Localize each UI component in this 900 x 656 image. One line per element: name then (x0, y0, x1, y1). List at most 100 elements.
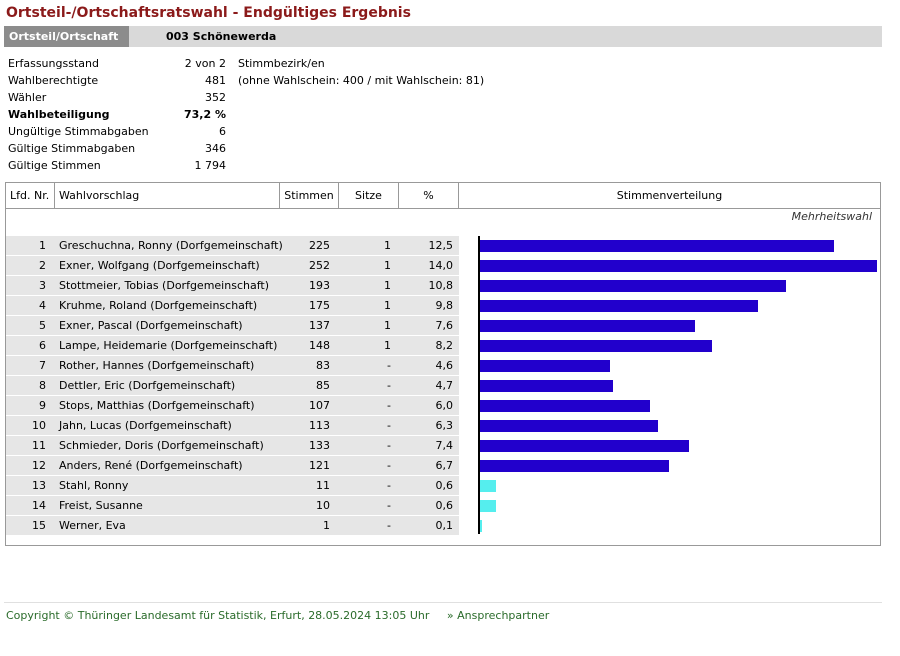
cell-name: Stahl, Ronny (59, 479, 129, 492)
row-background (6, 256, 459, 275)
cell-name: Kruhme, Roland (Dorfgemeinschaft) (59, 299, 258, 312)
cell-pct: 0,6 (435, 479, 454, 492)
row-background (6, 376, 459, 395)
cell-pct: 10,8 (428, 279, 454, 292)
cell-seats: - (387, 439, 391, 452)
cell-name: Werner, Eva (59, 519, 126, 532)
stat-value: 352 (205, 91, 226, 104)
cell-nr: 13 (32, 479, 46, 492)
cell-votes: 107 (309, 399, 330, 412)
cell-seats: 1 (384, 279, 391, 292)
stat-value: 481 (205, 74, 226, 87)
cell-pct: 4,6 (435, 359, 454, 372)
cell-name: Exner, Pascal (Dorfgemeinschaft) (59, 319, 243, 332)
row-background (6, 316, 459, 335)
table-row: 10 Jahn, Lucas (Dorfgemeinschaft) 113 - 6,3 (6, 416, 880, 436)
vote-share-bar (479, 300, 758, 312)
cell-nr: 2 (39, 259, 46, 272)
row-background (6, 456, 459, 475)
cell-votes: 193 (309, 279, 330, 292)
contact-link[interactable]: » Ansprechpartner (446, 609, 550, 622)
cell-nr: 11 (32, 439, 46, 452)
cell-votes: 1 (323, 519, 330, 532)
cell-nr: 10 (32, 419, 46, 432)
cell-seats: - (387, 379, 391, 392)
row-background (6, 516, 459, 535)
vote-share-bar (479, 240, 834, 252)
results-table: Lfd. Nr. Wahlvorschlag Stimmen Sitze % S… (5, 182, 881, 546)
vote-share-bar (479, 500, 496, 512)
cell-votes: 83 (316, 359, 330, 372)
chart-axis (478, 236, 480, 534)
vote-share-bar (479, 320, 695, 332)
cell-name: Greschuchna, Ronny (Dorfgemeinschaft) (59, 239, 283, 252)
cell-pct: 4,7 (435, 379, 454, 392)
cell-votes: 10 (316, 499, 330, 512)
stat-label: Gültige Stimmen (8, 159, 101, 172)
cell-nr: 14 (32, 499, 46, 512)
cell-seats: - (387, 519, 391, 532)
stat-value: 2 von 2 (184, 57, 226, 70)
vote-share-bar (479, 520, 482, 532)
cell-seats: 1 (384, 239, 391, 252)
row-background (6, 396, 459, 415)
cell-pct: 0,1 (435, 519, 454, 532)
cell-seats: - (387, 499, 391, 512)
table-row: 14 Freist, Susanne 10 - 0,6 (6, 496, 880, 516)
cell-votes: 113 (309, 419, 330, 432)
cell-votes: 121 (309, 459, 330, 472)
cell-nr: 4 (39, 299, 46, 312)
row-background (6, 296, 459, 315)
cell-seats: 1 (384, 259, 391, 272)
vote-share-bar (479, 340, 712, 352)
vote-share-bar (479, 400, 650, 412)
cell-nr: 9 (39, 399, 46, 412)
vote-share-bar (479, 360, 610, 372)
stat-value: 1 794 (194, 159, 227, 172)
stat-extra: (ohne Wahlschein: 400 / mit Wahlschein: … (238, 74, 485, 87)
table-row: 11 Schmieder, Doris (Dorfgemeinschaft) 133… (6, 436, 880, 456)
vote-share-bar (479, 260, 877, 272)
area-header: Ortsteil/Ortschaft 003 Schönewerda (4, 26, 882, 47)
stat-label: Wahlberechtigte (8, 74, 99, 87)
cell-pct: 0,6 (435, 499, 454, 512)
row-background (6, 276, 459, 295)
cell-nr: 8 (39, 379, 46, 392)
area-type-label: Ortsteil/Ortschaft (4, 26, 129, 47)
stat-value: 73,2 % (184, 108, 226, 121)
table-row: 8 Dettler, Eric (Dorfgemeinschaft) 85 - 4,7 (6, 376, 880, 396)
vote-share-bar (479, 280, 786, 292)
election-type-note: Mehrheitswahl (791, 210, 872, 223)
header-distribution: Stimmenverteilung (616, 189, 723, 202)
cell-pct: 9,8 (435, 299, 454, 312)
vote-share-bar (479, 480, 496, 492)
cell-votes: 133 (309, 439, 330, 452)
cell-seats: 1 (384, 299, 391, 312)
cell-votes: 137 (309, 319, 330, 332)
cell-name: Dettler, Eric (Dorfgemeinschaft) (59, 379, 236, 392)
row-background (6, 436, 459, 455)
cell-votes: 148 (309, 339, 330, 352)
page-title: Ortsteil-/Ortschaftsratswahl - Endgültig… (6, 5, 411, 21)
stat-value: 6 (219, 125, 226, 138)
vote-share-bar (479, 420, 658, 432)
cell-nr: 15 (32, 519, 46, 532)
cell-nr: 5 (39, 319, 46, 332)
footer: Copyright © Thüringer Landesamt für Stat… (6, 609, 549, 622)
cell-votes: 225 (309, 239, 330, 252)
stat-extra: Stimmbezirk/en (238, 57, 325, 70)
cell-name: Anders, René (Dorfgemeinschaft) (59, 459, 243, 472)
row-background (6, 356, 459, 375)
cell-pct: 7,6 (435, 319, 454, 332)
cell-pct: 7,4 (435, 439, 454, 452)
stat-label: Gültige Stimmabgaben (8, 142, 136, 155)
header-name: Wahlvorschlag (55, 183, 280, 208)
copyright-text: Copyright © Thüringer Landesamt für Stat… (6, 609, 430, 622)
header-seats: Sitze (339, 183, 399, 208)
table-row: 12 Anders, René (Dorfgemeinschaft) 121 - 6,7 (6, 456, 880, 476)
cell-votes: 175 (309, 299, 330, 312)
stat-value: 346 (205, 142, 226, 155)
stat-label: Ungültige Stimmabgaben (8, 125, 149, 138)
stat-label: Erfassungsstand (8, 57, 99, 70)
table-row: 5 Exner, Pascal (Dorfgemeinschaft) 137 1 7,6 (6, 316, 880, 336)
